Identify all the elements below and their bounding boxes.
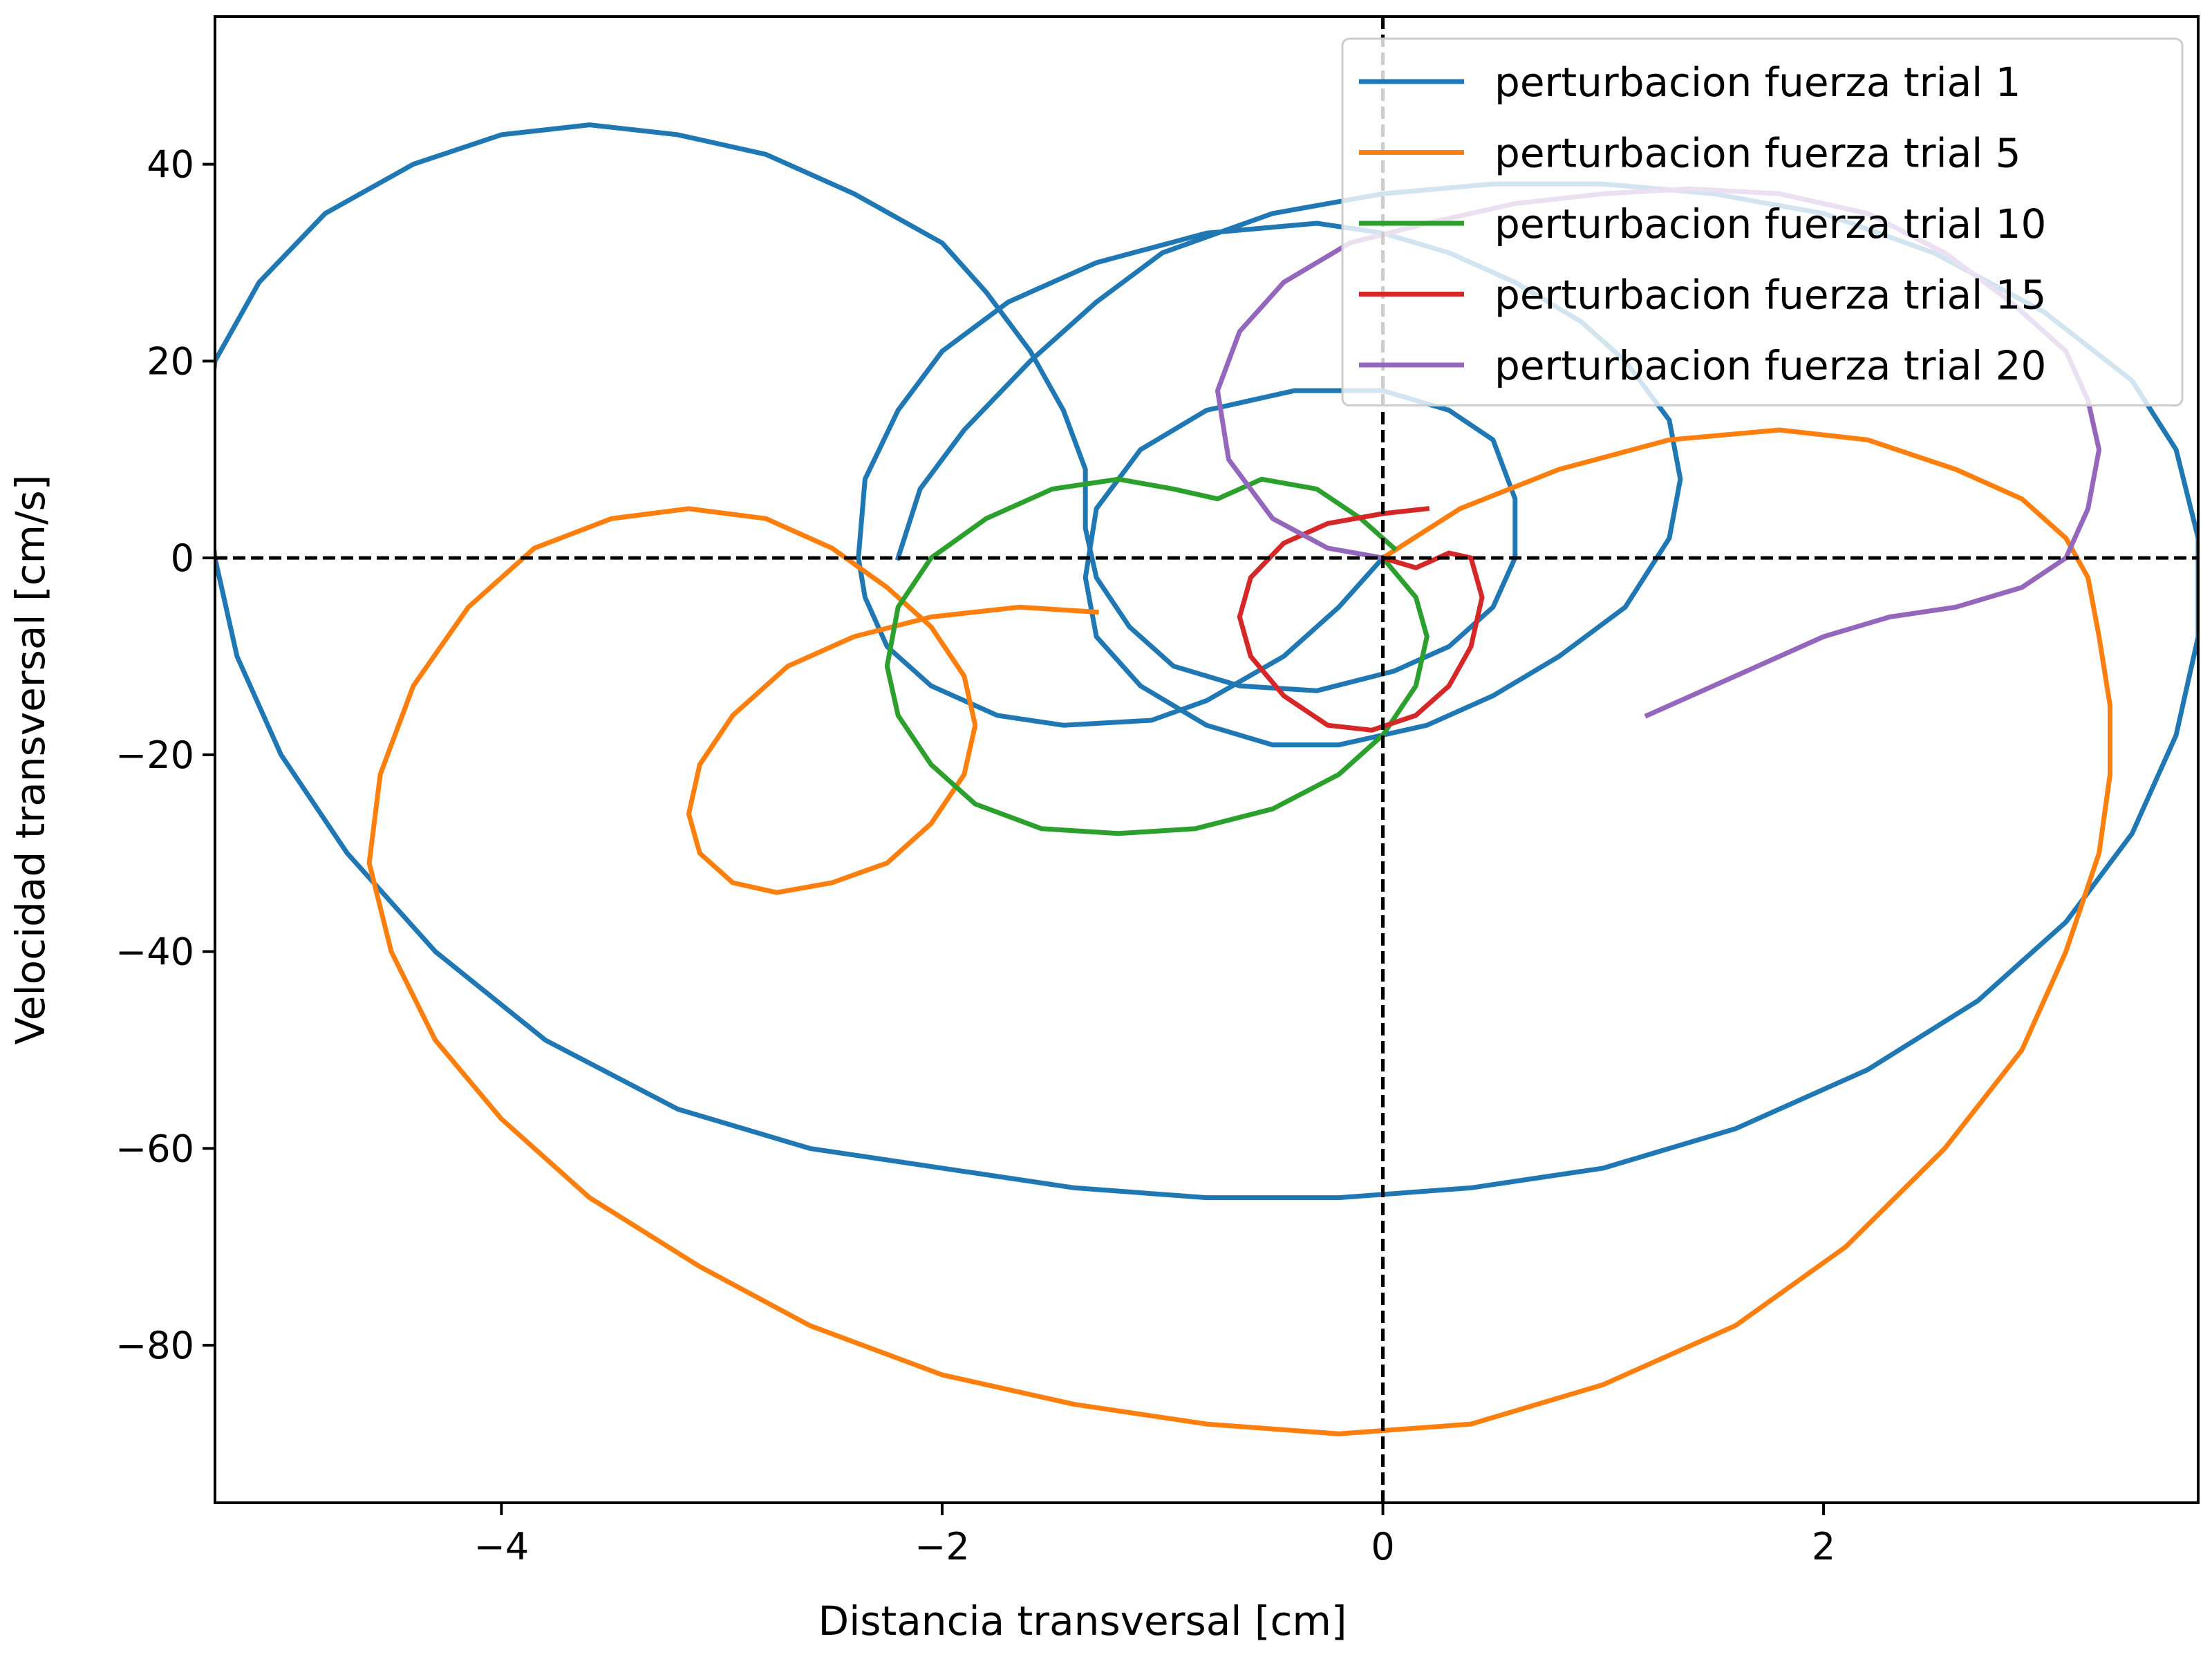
legend-box	[1341, 37, 2184, 406]
legend-label: perturbacion fuerza trial 15	[1494, 272, 2046, 319]
x-tick-label: −2	[915, 1525, 970, 1568]
series-line-2	[366, 427, 2112, 1436]
x-tick-label: −4	[474, 1525, 529, 1568]
y-tick-label: −80	[115, 1324, 194, 1367]
y-tick-label: −40	[115, 930, 194, 974]
legend: perturbacion fuerza trial 1 perturbacion …	[1341, 37, 2184, 406]
plot-frame	[214, 15, 2200, 1504]
legend-label: perturbacion fuerza trial 5	[1494, 130, 2021, 177]
legend-label: perturbacion fuerza trial 20	[1494, 342, 2046, 389]
x-tick-label: 0	[1371, 1525, 1394, 1568]
legend-label: perturbacion fuerza trial 1	[1494, 59, 2021, 106]
y-tick-label: 40	[147, 143, 194, 187]
y-tick-label: 20	[147, 339, 194, 383]
series-line-3	[884, 476, 1430, 836]
y-tick-label: 0	[171, 536, 194, 580]
y-tick-label: −60	[115, 1127, 194, 1170]
x-axis-label: Distancia transversal [cm]	[818, 1597, 1347, 1644]
x-tick-label: 2	[1812, 1525, 1835, 1568]
y-axis-label: Velocidad transversal [cm/s]	[7, 475, 54, 1045]
legend-label: perturbacion fuerza trial 10	[1494, 200, 2046, 247]
y-tick-label: −20	[115, 733, 194, 777]
reference-lines	[215, 17, 2198, 1503]
